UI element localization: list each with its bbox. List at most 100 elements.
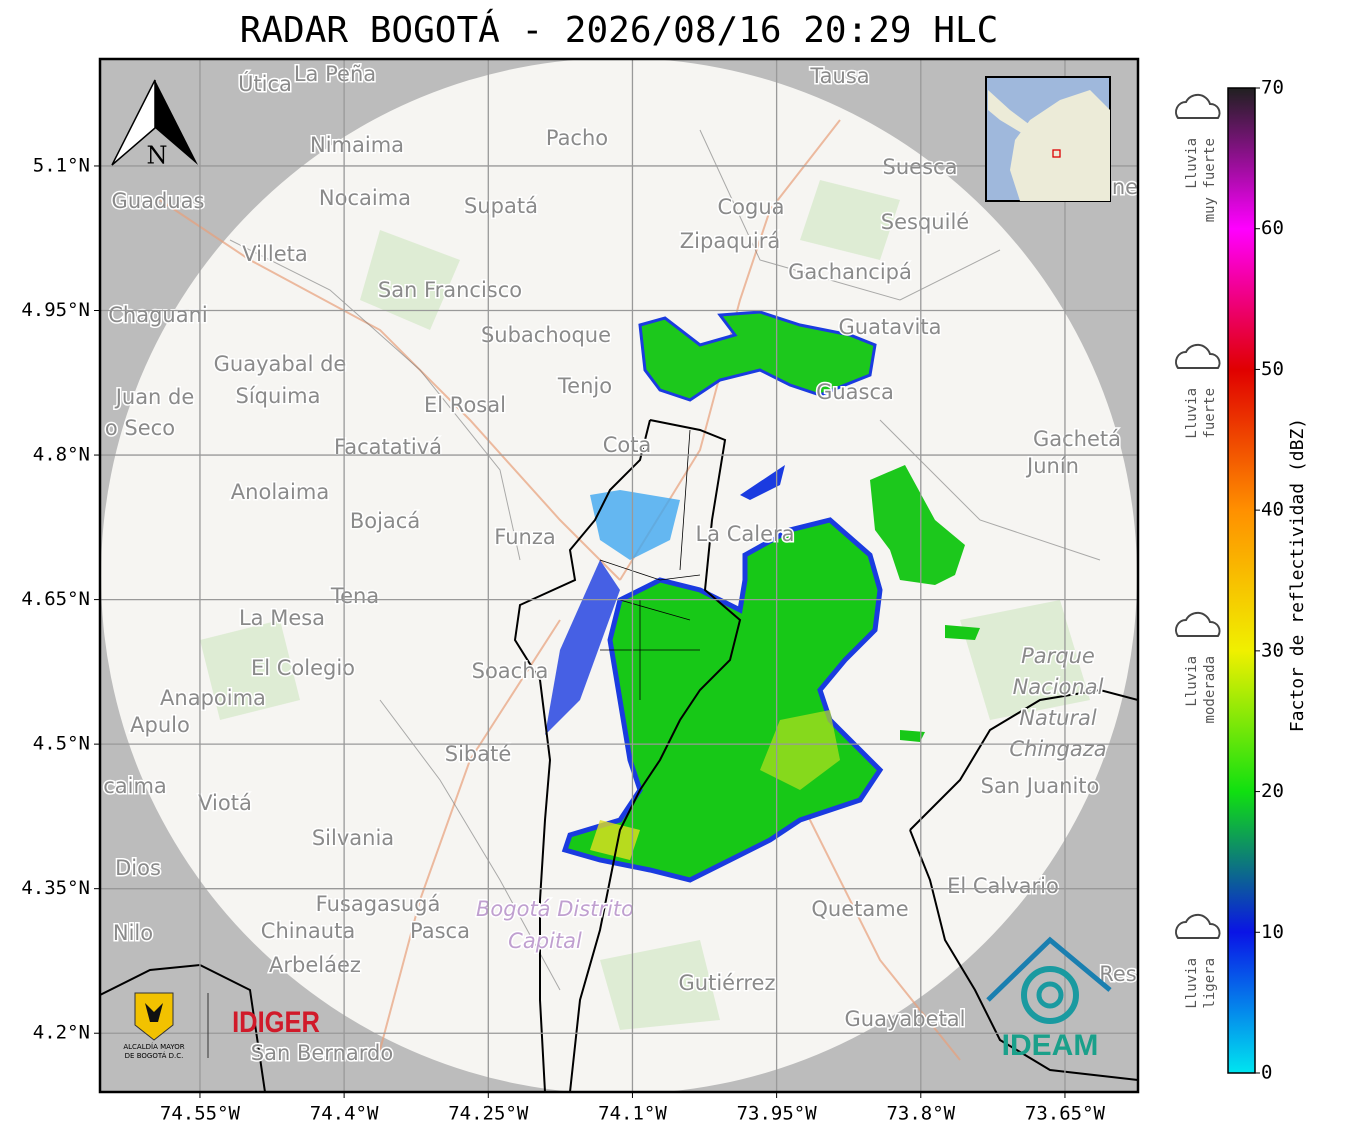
map-frame — [98, 57, 1140, 1094]
rain-category: fuerte — [1202, 388, 1218, 439]
x-tick-label: 74.1°W — [598, 1103, 667, 1125]
rain-category: moderada — [1202, 656, 1218, 723]
place-label: Útica — [238, 71, 292, 96]
place-label: Chaguani — [108, 303, 208, 327]
place-label: San Bernardo — [251, 1041, 393, 1065]
place-label: Apulo — [130, 713, 190, 737]
place-label: o Seco — [105, 416, 175, 440]
place-label: Arbeláez — [269, 953, 361, 977]
place-label: El Colegio — [251, 656, 355, 680]
x-tick-label: 73.95°W — [737, 1103, 818, 1125]
roads — [159, 119, 961, 1061]
place-label: Nimaima — [310, 133, 404, 157]
place-label: Viotá — [198, 791, 252, 815]
y-tick-label: 4.8°N — [33, 444, 90, 466]
place-label: Pacho — [546, 126, 608, 150]
rain-category: Lluvia — [1184, 138, 1200, 189]
radar-echoes — [545, 310, 980, 883]
y-tick-label: 5.1°N — [33, 154, 90, 176]
place-label: Supatá — [464, 194, 538, 218]
place-label: caima — [103, 774, 167, 798]
place-label: Junín — [1025, 454, 1079, 478]
place-label: Guatavita — [839, 315, 942, 339]
rain-icon — [1175, 343, 1221, 369]
colorbar-bar — [1227, 87, 1256, 1074]
place-label: Guaduas — [112, 189, 205, 213]
place-label: San Francisco — [378, 278, 522, 302]
place-label: La Calera — [695, 522, 794, 546]
place-label: Pasca — [410, 919, 470, 943]
y-tick-label: 4.5°N — [33, 733, 90, 755]
place-label: Silvania — [312, 826, 394, 850]
place-label: Fusagasugá — [316, 892, 441, 916]
colorbar-tick-label: 0 — [1261, 1062, 1272, 1084]
place-label: Gachetá — [1033, 427, 1121, 451]
place-label: Nocaima — [319, 186, 411, 210]
colorbar-tick-label: 50 — [1261, 358, 1284, 380]
place-label: San Juanito — [981, 774, 1100, 798]
north-label: N — [147, 142, 168, 170]
place-label: Guayabal de — [214, 352, 347, 376]
place-label: Guasca — [816, 380, 894, 404]
colorbar-tick-label: 30 — [1261, 639, 1284, 661]
place-label: Funza — [494, 525, 555, 549]
place-label: Chinauta — [261, 919, 355, 943]
inset-map — [985, 76, 1111, 202]
place-label: Cogua — [717, 195, 784, 219]
rain-icon — [1175, 913, 1221, 939]
colorbar-tick-label: 60 — [1261, 217, 1284, 239]
colorbar-tick-label: 40 — [1261, 499, 1284, 521]
rain-icon — [1175, 93, 1221, 119]
place-label: El Calvario — [947, 874, 1059, 898]
colorbar-label: Factor de reflectividad (dBZ) — [1287, 418, 1308, 732]
y-tick-label: 4.95°N — [21, 299, 90, 321]
place-label: Zipaquirá — [680, 229, 780, 253]
district-boundary — [100, 419, 1138, 1092]
terrain — [200, 180, 1090, 1030]
boundaries — [229, 129, 1101, 991]
colorbar-tick-label: 70 — [1261, 77, 1284, 99]
axes: 74.55°W 74.4°W 74.25°W 74.1°W 73.95°W 73.8°W 7… — [21, 154, 1105, 1124]
colorbar: 0 10 20 30 40 50 60 70 Factor de reflectividad (… — [1175, 77, 1308, 1084]
north-arrow: N — [111, 79, 198, 170]
y-tick-label: 4.35°N — [21, 877, 90, 899]
park-label: Parque — [1021, 644, 1095, 668]
rain-category: ligera — [1202, 958, 1218, 1009]
place-label: Síquima — [236, 384, 321, 408]
ideam-logo: IDEAM — [986, 936, 1112, 1062]
place-label: Res — [1099, 962, 1137, 986]
place-label: La Peña — [294, 62, 376, 86]
idiger-logo: IDIGER — [232, 1005, 320, 1038]
localities — [599, 429, 701, 700]
y-tick-label: 4.65°N — [21, 588, 90, 610]
park-label: Natural — [1019, 706, 1097, 730]
alcaldia-line: DE BOGOTÁ D.C. — [125, 1051, 184, 1060]
map: Útica La Peña Tausa Pacho Nimaima Suesca Guadu… — [100, 59, 1138, 1092]
place-label: Anolaima — [231, 480, 329, 504]
place-label: Sesquilé — [881, 210, 969, 234]
place-label: Soacha — [472, 659, 549, 683]
place-label: Juan de — [114, 385, 195, 409]
place-label: Tausa — [809, 64, 869, 88]
place-label: Suesca — [883, 155, 958, 179]
place-label: El Rosal — [424, 393, 506, 417]
rain-icon — [1175, 611, 1221, 637]
place-label: Sibaté — [445, 742, 512, 766]
place-label: Tena — [330, 584, 379, 608]
place-label: Nilo — [113, 921, 153, 945]
place-label: Cota — [603, 433, 652, 457]
rain-category: Lluvia — [1184, 388, 1200, 439]
colorbar-tick-label: 10 — [1261, 921, 1284, 943]
x-tick-label: 73.65°W — [1025, 1103, 1106, 1125]
place-label: Quetame — [811, 897, 908, 921]
colorbar-tick-label: 20 — [1261, 780, 1284, 802]
x-tick-label: 74.55°W — [160, 1103, 241, 1125]
place-label: Dios — [115, 856, 161, 880]
place-label: Tenjo — [557, 374, 612, 398]
place-label: Gachancipá — [788, 260, 912, 284]
place-label: Subachoque — [481, 323, 611, 347]
x-tick-label: 74.4°W — [310, 1103, 379, 1125]
place-label: Guayabetal — [845, 1007, 966, 1031]
place-label: Villeta — [242, 242, 307, 266]
